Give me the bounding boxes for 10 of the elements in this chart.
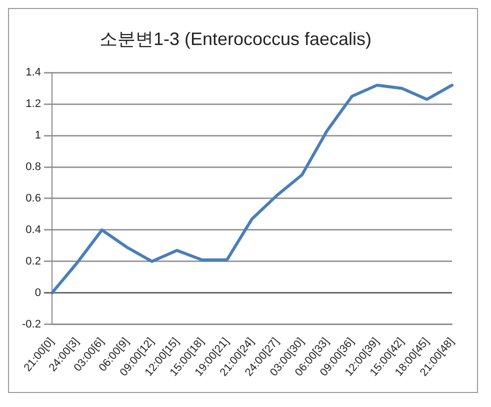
y-tick-label: 1.2 [26,98,41,110]
y-tick-label: 0 [34,286,41,299]
y-tick-label: -0.2 [22,318,41,330]
chart-title: 소분변1-3 (Enterococcus faecalis) [99,28,372,49]
y-tick-label: 0.6 [26,192,41,205]
y-tick-label: 1 [34,130,41,142]
y-tick-label: 0.2 [26,255,41,268]
y-tick-label: 1.4 [26,66,41,79]
y-tick-label: 0.4 [26,224,41,236]
y-tick-label: 0.8 [26,161,41,174]
